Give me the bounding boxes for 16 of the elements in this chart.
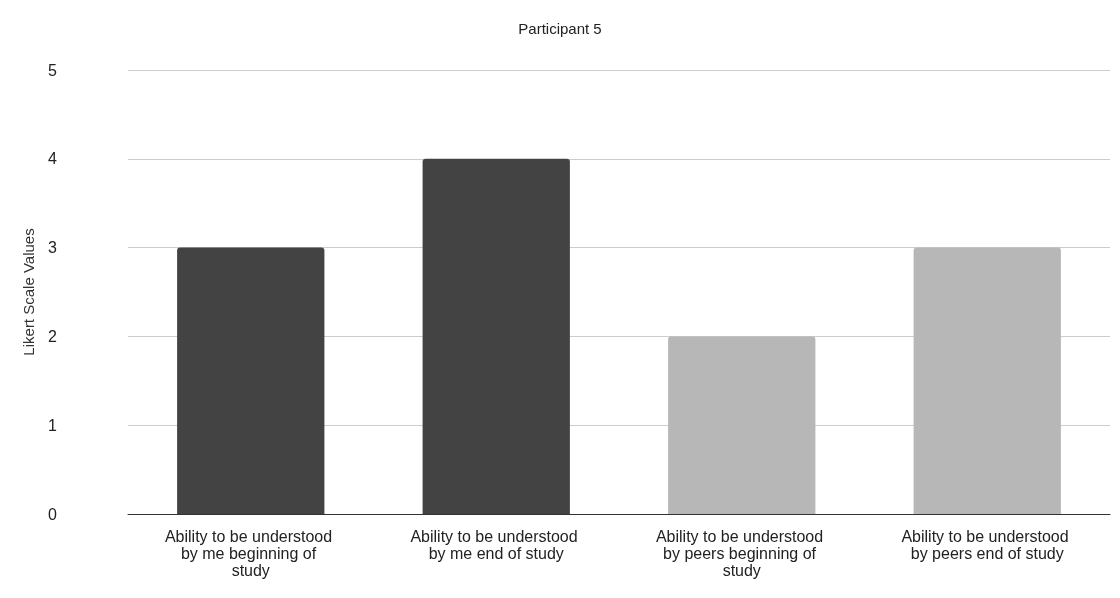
- x-tick-label: Ability to be understood by peers beginning of study: [655, 528, 828, 579]
- bar: [913, 247, 1061, 514]
- y-tick-label: 3: [48, 239, 57, 257]
- y-tick-label: 5: [48, 61, 57, 79]
- y-axis-title: Likert Scale Values: [20, 228, 37, 356]
- bar: [177, 247, 325, 514]
- bar: [668, 336, 816, 514]
- y-tick-label: 2: [48, 327, 57, 345]
- chart-title: Participant 5: [518, 20, 602, 37]
- y-tick-label: 0: [48, 505, 57, 523]
- bar: [422, 158, 570, 514]
- x-tick-label: Ability to be understood by peers end of study: [901, 528, 1074, 562]
- y-tick-label: 1: [48, 416, 57, 434]
- x-tick-label: Ability to be understood by me beginning of study: [164, 528, 337, 579]
- x-tick-label: Ability to be understood by me end of study: [410, 528, 583, 562]
- y-tick-label: 4: [48, 150, 57, 168]
